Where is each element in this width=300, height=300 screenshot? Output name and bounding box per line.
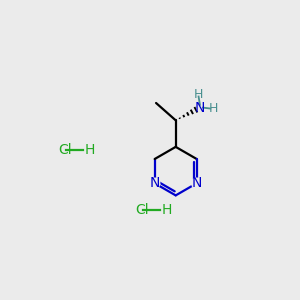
Text: H: H <box>194 88 203 101</box>
Text: N: N <box>191 176 202 190</box>
Circle shape <box>192 178 202 188</box>
Text: N: N <box>149 176 160 190</box>
Text: H: H <box>85 143 95 157</box>
Text: N: N <box>195 100 205 115</box>
Circle shape <box>196 101 208 112</box>
Text: H: H <box>209 102 218 115</box>
Circle shape <box>150 178 160 188</box>
Text: Cl: Cl <box>135 203 149 218</box>
Text: H: H <box>162 203 172 218</box>
Text: Cl: Cl <box>58 143 71 157</box>
